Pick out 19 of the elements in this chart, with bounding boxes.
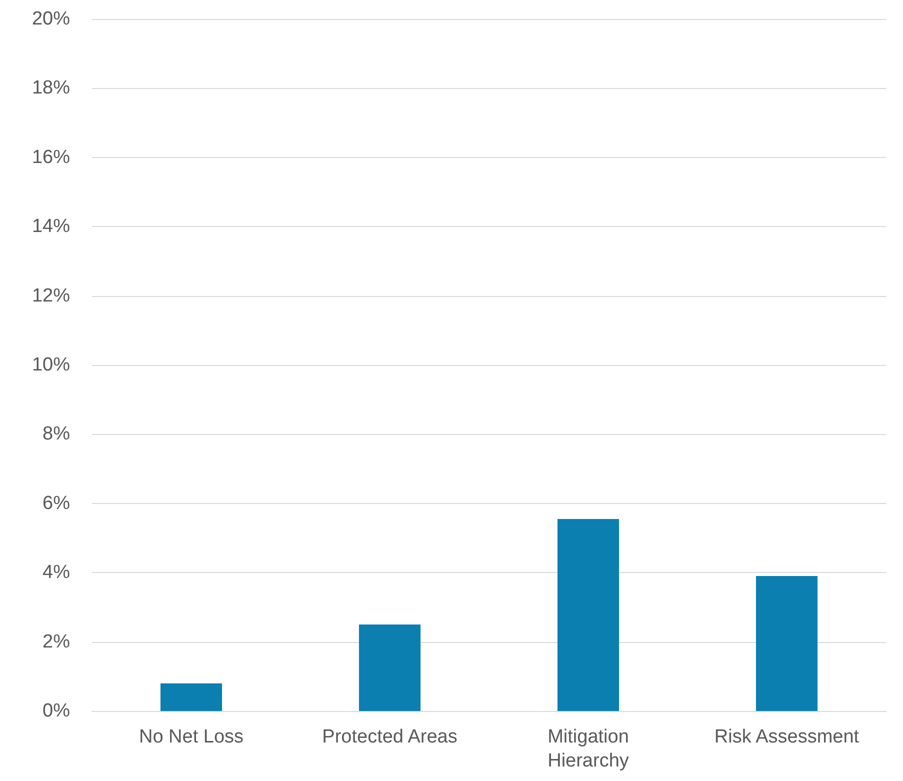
x-tick-label: Protected Areas (322, 726, 458, 748)
y-tick-label: 8% (42, 424, 70, 445)
y-tick-label: 10% (32, 354, 70, 376)
bar (756, 576, 818, 711)
x-tick-label: No Net Loss (138, 726, 244, 748)
y-tick-label: 4% (42, 562, 70, 584)
y-tick-label: 20% (32, 8, 70, 30)
y-tick-label: 18% (32, 78, 70, 99)
x-tick-label: Mitigation Hierarchy (548, 726, 630, 772)
y-tick-label: 0% (42, 700, 70, 722)
y-tick-label: 16% (32, 146, 70, 168)
bar (358, 624, 421, 711)
bar (557, 518, 620, 711)
x-tick-label: Risk Assessment (714, 726, 860, 748)
y-tick-label: 14% (32, 216, 70, 238)
y-tick-label: 2% (42, 631, 70, 652)
bar (160, 683, 222, 711)
y-tick-label: 6% (42, 492, 70, 514)
y-tick-label: 12% (32, 285, 70, 306)
